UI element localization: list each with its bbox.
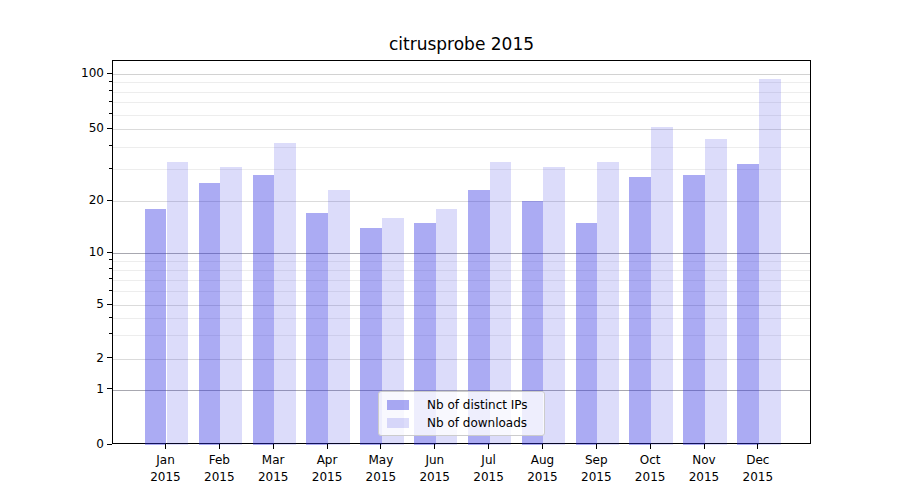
y-minor-tick bbox=[109, 90, 112, 91]
y-tick bbox=[107, 444, 112, 445]
y-tick-label: 10 bbox=[8, 245, 104, 259]
x-tick-label: Nov 2015 bbox=[677, 452, 731, 486]
bar bbox=[167, 162, 189, 445]
y-tick bbox=[107, 128, 112, 129]
bar bbox=[306, 213, 328, 445]
bar bbox=[199, 183, 221, 445]
x-tick bbox=[704, 444, 705, 449]
legend-label: Nb of downloads bbox=[427, 416, 527, 430]
y-minor-tick bbox=[109, 290, 112, 291]
bar bbox=[651, 127, 673, 445]
bar bbox=[576, 223, 598, 445]
bar bbox=[629, 177, 651, 445]
plot-area bbox=[112, 60, 811, 444]
x-tick bbox=[327, 444, 328, 449]
x-tick-label: Jun 2015 bbox=[408, 452, 462, 486]
y-tick-label: 50 bbox=[8, 121, 104, 135]
bar bbox=[145, 209, 167, 445]
bars-layer bbox=[113, 61, 810, 443]
y-minor-tick bbox=[109, 101, 112, 102]
x-tick bbox=[273, 444, 274, 449]
y-minor-tick bbox=[109, 333, 112, 334]
y-tick bbox=[107, 252, 112, 253]
y-tick-label: 5 bbox=[8, 297, 104, 311]
x-tick-label: May 2015 bbox=[354, 452, 408, 486]
y-tick bbox=[107, 388, 112, 389]
x-tick-label: Sep 2015 bbox=[569, 452, 623, 486]
x-tick-label: Mar 2015 bbox=[246, 452, 300, 486]
y-tick-label: 20 bbox=[8, 193, 104, 207]
x-tick bbox=[757, 444, 758, 449]
x-tick-label: Feb 2015 bbox=[192, 452, 246, 486]
x-tick-label: Oct 2015 bbox=[623, 452, 677, 486]
y-minor-tick bbox=[109, 317, 112, 318]
bar bbox=[274, 143, 296, 445]
legend-item: Nb of distinct IPs bbox=[387, 398, 536, 412]
x-tick-label: Apr 2015 bbox=[300, 452, 354, 486]
y-tick bbox=[107, 73, 112, 74]
y-tick-label: 100 bbox=[8, 66, 104, 80]
x-tick-label: Jan 2015 bbox=[139, 452, 193, 486]
x-tick-label: Dec 2015 bbox=[731, 452, 785, 486]
y-minor-tick bbox=[109, 145, 112, 146]
y-minor-tick bbox=[109, 168, 112, 169]
y-minor-tick bbox=[109, 268, 112, 269]
x-tick bbox=[488, 444, 489, 449]
legend-swatch bbox=[387, 418, 409, 428]
x-tick-label: Jul 2015 bbox=[462, 452, 516, 486]
x-tick bbox=[380, 444, 381, 449]
x-tick bbox=[650, 444, 651, 449]
y-tick-label: 0 bbox=[8, 437, 104, 451]
y-tick bbox=[107, 357, 112, 358]
y-minor-tick bbox=[109, 259, 112, 260]
y-tick-label: 1 bbox=[8, 382, 104, 396]
x-tick bbox=[596, 444, 597, 449]
x-tick bbox=[165, 444, 166, 449]
bar bbox=[220, 167, 242, 445]
x-tick bbox=[434, 444, 435, 449]
bar bbox=[543, 167, 565, 445]
chart-title: citrusprobe 2015 bbox=[112, 34, 811, 54]
bar bbox=[705, 139, 727, 445]
y-tick-label: 2 bbox=[8, 351, 104, 365]
y-minor-tick bbox=[109, 113, 112, 114]
bar bbox=[597, 162, 619, 445]
x-tick bbox=[542, 444, 543, 449]
x-tick bbox=[219, 444, 220, 449]
bar bbox=[253, 175, 275, 445]
bar bbox=[737, 164, 759, 445]
y-tick bbox=[107, 200, 112, 201]
legend-item: Nb of downloads bbox=[387, 416, 536, 430]
bar bbox=[759, 79, 781, 445]
y-minor-tick bbox=[109, 278, 112, 279]
bar bbox=[328, 190, 350, 445]
bar bbox=[683, 175, 705, 445]
legend-swatch bbox=[387, 400, 409, 410]
y-minor-tick bbox=[109, 81, 112, 82]
y-tick bbox=[107, 304, 112, 305]
x-tick-label: Aug 2015 bbox=[515, 452, 569, 486]
legend-label: Nb of distinct IPs bbox=[427, 398, 528, 412]
legend: Nb of distinct IPs Nb of downloads bbox=[378, 391, 545, 436]
figure: citrusprobe 2015 0 1 2 5 10 20 50 100 Jan 2015Fe… bbox=[0, 0, 900, 500]
